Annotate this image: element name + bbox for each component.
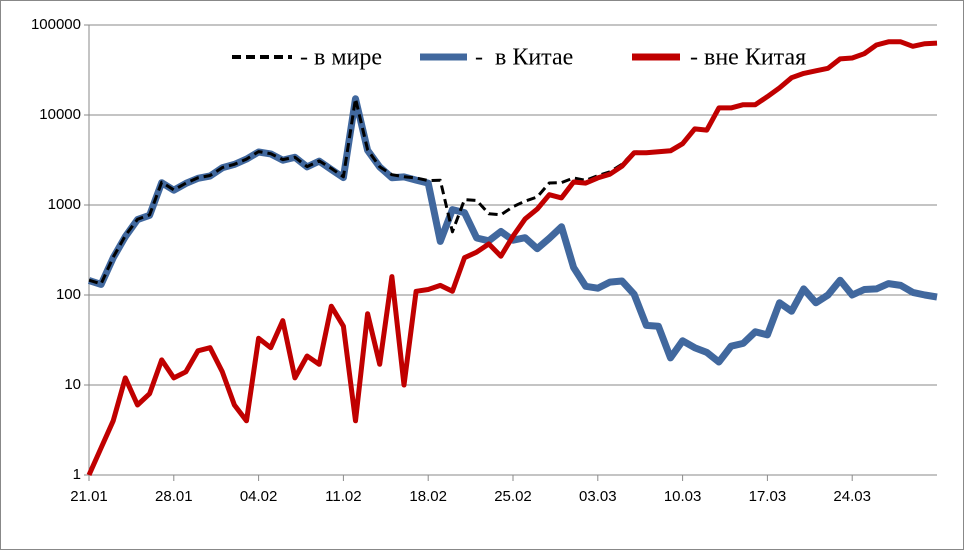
y-tick-label: 100000 bbox=[31, 16, 81, 33]
legend-label: - вне Китая bbox=[690, 45, 806, 71]
y-tick-label: 1 bbox=[73, 466, 81, 483]
legend-label: - в Китае bbox=[475, 45, 573, 71]
y-tick-label: 10 bbox=[64, 376, 81, 393]
x-tick-label: 10.03 bbox=[664, 488, 702, 505]
series-line bbox=[86, 39, 938, 477]
y-tick-label: 100 bbox=[56, 286, 81, 303]
series-line bbox=[88, 40, 938, 286]
x-tick-label: 11.02 bbox=[325, 488, 361, 505]
x-tick-label: 03.03 bbox=[579, 488, 617, 505]
y-tick-label: 10000 bbox=[39, 106, 81, 123]
x-tick-label: 25.02 bbox=[494, 488, 532, 505]
x-tick-label: 21.01 bbox=[70, 488, 108, 505]
x-tick-label: 17.03 bbox=[749, 488, 787, 505]
x-tick-label: 04.02 bbox=[240, 488, 278, 505]
y-tick-label: 1000 bbox=[48, 196, 81, 213]
legend-label: - в мире bbox=[300, 45, 382, 71]
x-tick-label: 18.02 bbox=[409, 488, 447, 505]
x-tick-label: 24.03 bbox=[833, 488, 871, 505]
x-tick-label: 28.01 bbox=[155, 488, 193, 505]
